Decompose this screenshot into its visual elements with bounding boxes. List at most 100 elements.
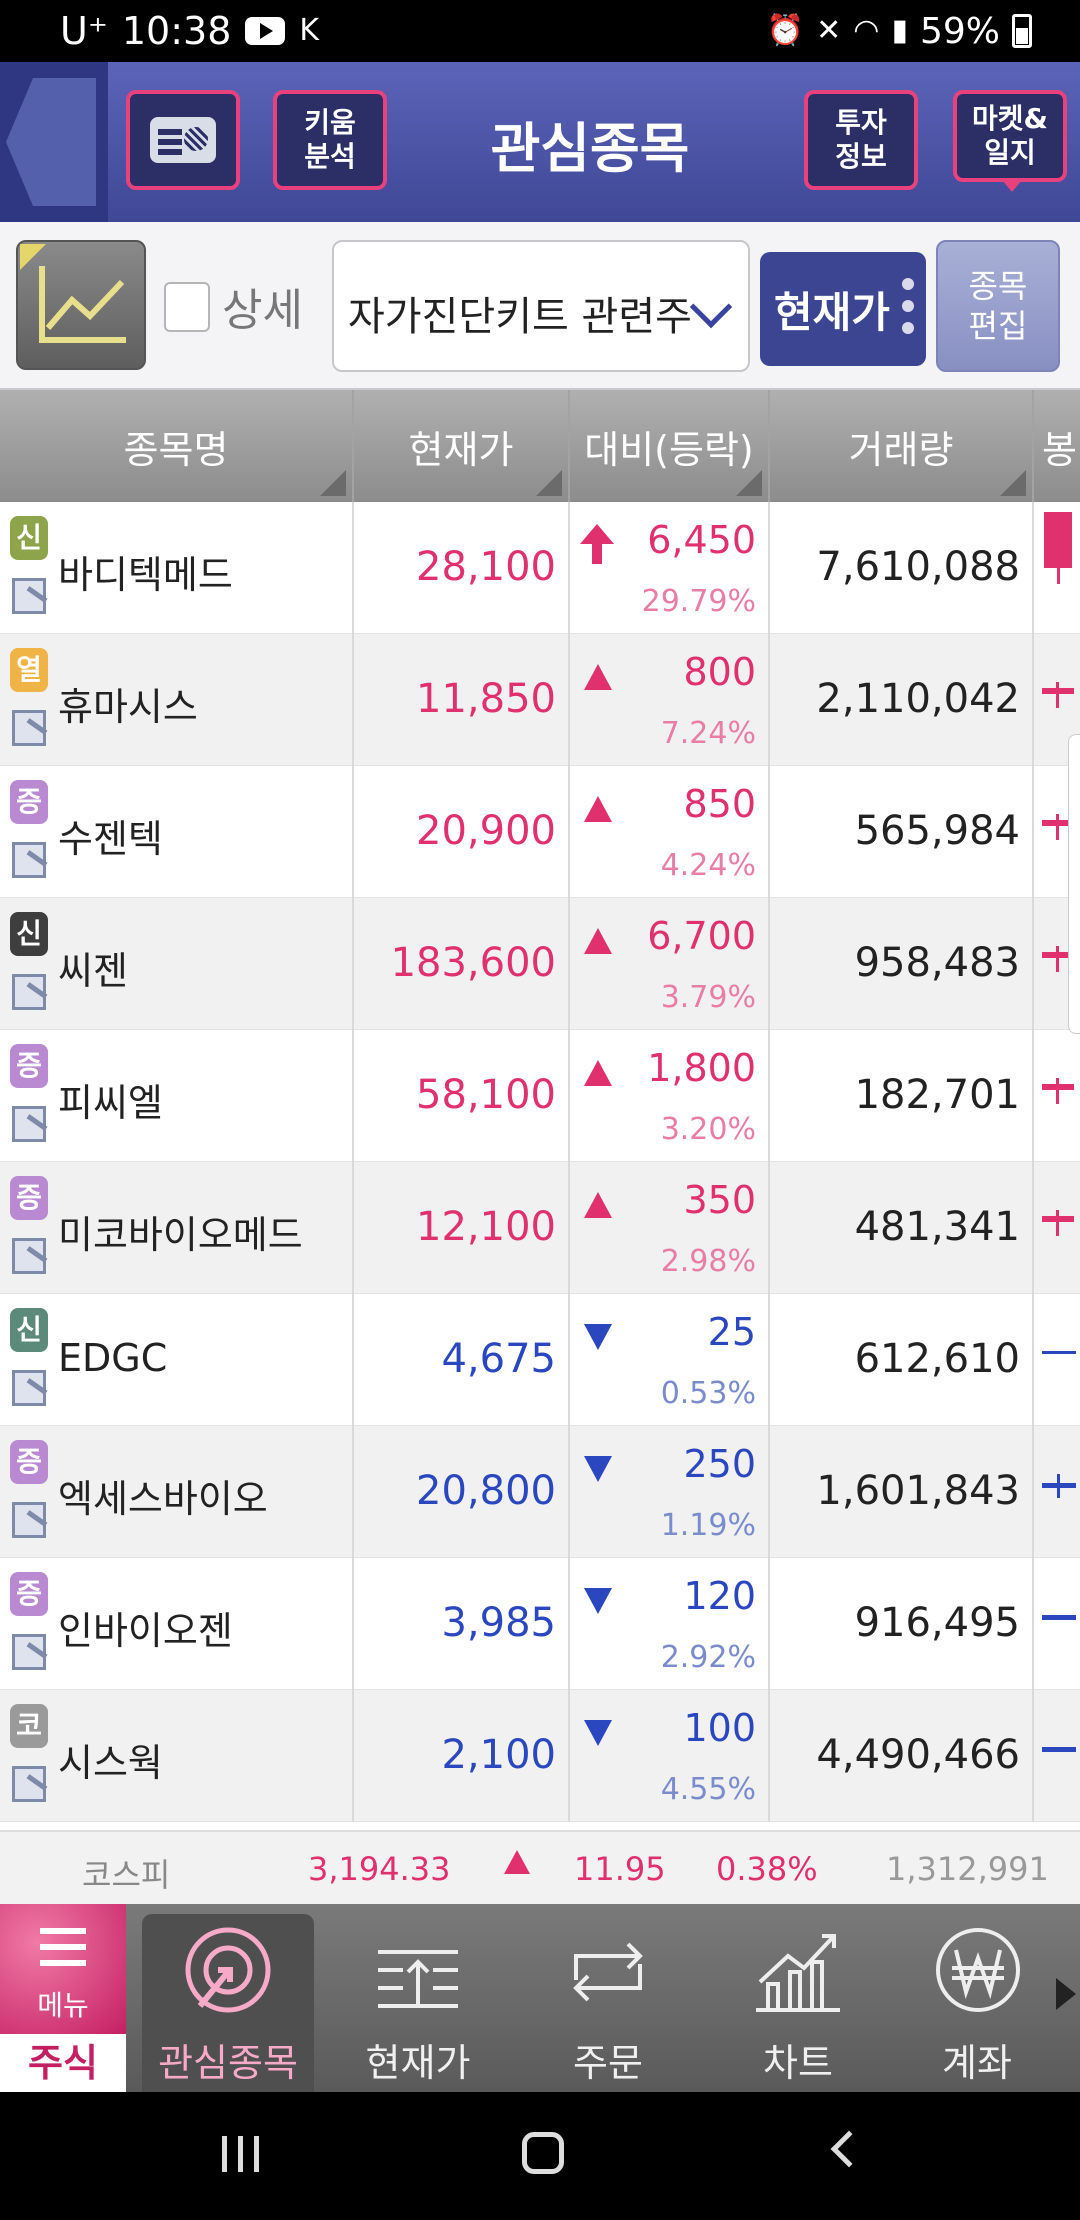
- table-row[interactable]: 코 시스웍 2,100 100 4.55% 4,490,466: [0, 1690, 1080, 1822]
- nav-chart[interactable]: 차트: [712, 1914, 884, 2092]
- change-cell: 350 2.98%: [570, 1162, 770, 1294]
- more-vert-icon: [902, 278, 914, 344]
- radio-button[interactable]: [126, 90, 240, 190]
- detail-checkbox[interactable]: [164, 282, 210, 332]
- table-row[interactable]: 열 휴마시스 11,850 800 7.24% 2,110,042: [0, 634, 1080, 766]
- stock-name-cell[interactable]: 신 EDGC: [0, 1294, 354, 1426]
- change-percent: 4.24%: [660, 848, 756, 883]
- stock-name-cell[interactable]: 신 씨젠: [0, 898, 354, 1030]
- chevron-right-icon[interactable]: [1056, 1978, 1076, 2010]
- table-header: 종목명 현재가 대비(등락) 거래량 봉: [0, 390, 1080, 502]
- invest-info-button[interactable]: 투자 정보: [804, 90, 918, 190]
- table-row[interactable]: 증 인바이오젠 3,985 120 2.92% 916,495: [0, 1558, 1080, 1690]
- trade-volume: 916,495: [854, 1600, 1020, 1646]
- kiwoom-analysis-button[interactable]: 키움 분석: [273, 90, 387, 190]
- nav-current-price-label: 현재가: [365, 2041, 471, 2085]
- market-badge: 코: [10, 1704, 48, 1748]
- news-icon[interactable]: [10, 970, 50, 1010]
- sort-icon: [536, 470, 562, 496]
- volume-cell: 2,110,042: [770, 634, 1034, 766]
- stock-name-cell[interactable]: 증 미코바이오메드: [0, 1162, 354, 1294]
- home-icon[interactable]: [522, 2132, 564, 2174]
- volume-cell: 182,701: [770, 1030, 1034, 1162]
- current-price: 2,100: [441, 1732, 556, 1778]
- col-header-name[interactable]: 종목명: [0, 390, 354, 502]
- order-icon: [573, 1942, 643, 2002]
- news-icon[interactable]: [10, 838, 50, 878]
- stock-name-cell[interactable]: 신 바디텍메드: [0, 502, 354, 634]
- candle-wick: [1056, 1078, 1059, 1104]
- price-cell: 183,600: [354, 898, 570, 1030]
- price-change: 100: [683, 1706, 756, 1750]
- stock-name-cell[interactable]: 코 시스웍: [0, 1690, 354, 1822]
- edit-stocks-button[interactable]: 종목 편집: [936, 240, 1060, 372]
- index-ticker[interactable]: 코스피 3,194.33 11.95 0.38% 1,312,991: [0, 1830, 1080, 1904]
- trade-volume: 2,110,042: [816, 676, 1020, 722]
- down-arrow-icon: [584, 1456, 612, 1482]
- stock-name-cell[interactable]: 증 엑세스바이오: [0, 1426, 354, 1558]
- news-icon[interactable]: [10, 574, 50, 614]
- carrier-label: U⁺: [60, 9, 108, 53]
- change-cell: 800 7.24%: [570, 634, 770, 766]
- stock-name: EDGC: [58, 1336, 168, 1380]
- hamburger-icon: [40, 1928, 86, 1934]
- battery-percent: 59%: [919, 10, 1000, 52]
- table-row[interactable]: 증 미코바이오메드 12,100 350 2.98% 481,341: [0, 1162, 1080, 1294]
- stock-name-cell[interactable]: 증 수젠텍: [0, 766, 354, 898]
- index-name: 코스피: [82, 1856, 171, 1894]
- table-row[interactable]: 증 수젠텍 20,900 850 4.24% 565,984: [0, 766, 1080, 898]
- current-price: 11,850: [416, 676, 556, 722]
- news-icon[interactable]: [10, 1366, 50, 1406]
- stock-name: 피씨엘: [58, 1081, 163, 1125]
- change-percent: 2.92%: [660, 1640, 756, 1675]
- col-header-price[interactable]: 현재가: [354, 390, 570, 502]
- stock-name: 휴마시스: [58, 685, 198, 729]
- scroll-handle[interactable]: [1068, 734, 1080, 1034]
- back-icon[interactable]: [830, 2130, 868, 2168]
- news-icon[interactable]: [10, 1234, 50, 1274]
- menu-button[interactable]: 메뉴: [0, 1904, 126, 2034]
- change-cell: 850 4.24%: [570, 766, 770, 898]
- group-dropdown[interactable]: 자가진단키트 관련주: [332, 240, 750, 372]
- stock-name-cell[interactable]: 증 인바이오젠: [0, 1558, 354, 1690]
- candle-wick: [1056, 814, 1059, 840]
- current-price: 28,100: [416, 544, 556, 590]
- news-icon[interactable]: [10, 1102, 50, 1142]
- nav-account[interactable]: 계좌: [902, 1914, 1052, 2092]
- chart-toggle-button[interactable]: [16, 240, 146, 370]
- price-cell: 20,900: [354, 766, 570, 898]
- volume-cell: 916,495: [770, 1558, 1034, 1690]
- news-icon[interactable]: [10, 1630, 50, 1670]
- change-percent: 4.55%: [660, 1772, 756, 1807]
- toolbar: 상세 자가진단키트 관련주 현재가 종목 편집: [0, 222, 1080, 390]
- index-pct: 0.38%: [716, 1850, 818, 1888]
- col-header-volume[interactable]: 거래량: [770, 390, 1034, 502]
- news-icon[interactable]: [10, 1498, 50, 1538]
- nav-watchlist-label: 관심종목: [158, 2041, 298, 2085]
- col-header-change-label: 대비(등락): [584, 427, 754, 472]
- market-journal-button[interactable]: 마켓& 일지: [953, 90, 1067, 182]
- market-journal-pointer: [1002, 180, 1022, 192]
- trade-volume: 182,701: [854, 1072, 1020, 1118]
- stock-name-cell[interactable]: 열 휴마시스: [0, 634, 354, 766]
- col-header-candle[interactable]: 봉: [1034, 390, 1080, 502]
- table-row[interactable]: 증 엑세스바이오 20,800 250 1.19% 1,601,843: [0, 1426, 1080, 1558]
- news-icon[interactable]: [10, 1762, 50, 1802]
- table-row[interactable]: 신 씨젠 183,600 6,700 3.79% 958,483: [0, 898, 1080, 1030]
- recent-apps-icon[interactable]: [222, 2136, 262, 2172]
- up-arrow-icon: [504, 1850, 530, 1874]
- stock-tab[interactable]: 주식: [0, 2034, 126, 2092]
- table-row[interactable]: 증 피씨엘 58,100 1,800 3.20% 182,701: [0, 1030, 1080, 1162]
- volume-cell: 7,610,088: [770, 502, 1034, 634]
- nav-watchlist[interactable]: 관심종목: [142, 1914, 314, 2092]
- table-row[interactable]: 신 EDGC 4,675 25 0.53% 612,610: [0, 1294, 1080, 1426]
- nav-current-price[interactable]: 현재가: [332, 1914, 504, 2092]
- price-mode-button[interactable]: 현재가: [760, 252, 926, 366]
- stock-name: 씨젠: [58, 949, 128, 993]
- back-button[interactable]: [0, 62, 108, 222]
- news-icon[interactable]: [10, 706, 50, 746]
- col-header-change[interactable]: 대비(등락): [570, 390, 770, 502]
- table-row[interactable]: 신 바디텍메드 28,100 6,450 29.79% 7,610,088: [0, 502, 1080, 634]
- nav-order[interactable]: 주문: [522, 1914, 694, 2092]
- stock-name-cell[interactable]: 증 피씨엘: [0, 1030, 354, 1162]
